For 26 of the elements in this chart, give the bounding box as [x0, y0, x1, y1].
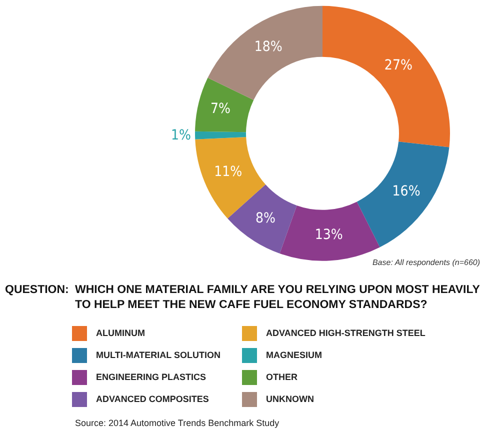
legend-label: ENGINEERING PLASTICS [96, 372, 206, 382]
data-label: 27% [384, 57, 412, 74]
data-label: 8% [255, 210, 276, 226]
legend-label: ALUMINUM [96, 328, 145, 338]
legend-label: ADVANCED HIGH-STRENGTH STEEL [266, 328, 426, 338]
donut-slice [228, 184, 297, 254]
text: Base: All respondents (n=660) [372, 258, 480, 267]
donut-slice [356, 142, 450, 248]
donut-slice [280, 202, 380, 261]
data-label: 13% [314, 227, 343, 244]
data-label: 18% [254, 38, 282, 55]
donut-slice [208, 6, 322, 100]
legend-label: ADVANCED COMPOSITES [96, 394, 209, 404]
data-label: 11% [214, 164, 242, 180]
legend-label: MAGNESIUM [266, 350, 322, 360]
text: QUESTION: WHICH ONE MATERIAL FAMILY ARE YOU RELYING UPON MOST HEAVILY TO HELP MEET THE NEW CAFE FUEL ECONOMY STANDARDS? [5, 283, 481, 313]
legend-label: OTHER [266, 372, 298, 382]
legend-label: MULTI-MATERIAL SOLUTION [96, 350, 220, 360]
legend-label: UNKNOWN [266, 394, 314, 404]
data-label: 16% [392, 184, 420, 200]
donut-slice [195, 131, 246, 140]
data-label: 1% [171, 127, 192, 144]
data-label: 7% [210, 101, 230, 118]
donut-slice [195, 78, 254, 132]
source-note: Source: 2014 Automotive Trends Benchmark Study [75, 418, 280, 428]
donut-slice [322, 6, 450, 148]
